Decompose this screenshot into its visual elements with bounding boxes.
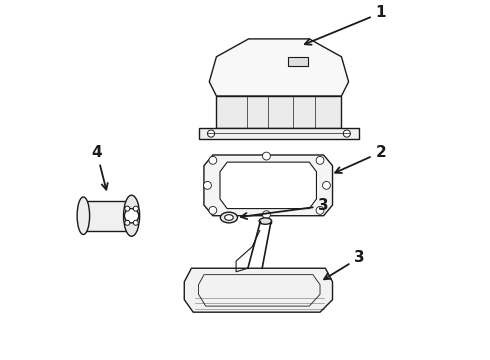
Circle shape: [263, 152, 270, 160]
Polygon shape: [83, 201, 132, 231]
Ellipse shape: [259, 218, 271, 224]
Text: 3: 3: [241, 198, 329, 219]
Polygon shape: [204, 155, 333, 216]
Text: 1: 1: [305, 5, 386, 45]
Circle shape: [203, 181, 211, 189]
Polygon shape: [220, 162, 317, 208]
Text: 2: 2: [335, 145, 386, 173]
Circle shape: [125, 206, 130, 211]
Polygon shape: [288, 57, 308, 66]
Circle shape: [316, 157, 324, 164]
Ellipse shape: [220, 212, 238, 223]
Ellipse shape: [123, 195, 140, 236]
Circle shape: [343, 130, 350, 137]
Circle shape: [322, 181, 330, 189]
Circle shape: [124, 208, 139, 223]
Circle shape: [316, 206, 324, 214]
Ellipse shape: [224, 215, 233, 220]
Circle shape: [207, 130, 215, 137]
Circle shape: [125, 220, 130, 225]
Polygon shape: [184, 268, 333, 312]
Text: 4: 4: [92, 145, 108, 190]
Circle shape: [133, 206, 138, 211]
Circle shape: [133, 220, 138, 225]
Polygon shape: [217, 96, 342, 128]
Polygon shape: [209, 39, 348, 96]
Ellipse shape: [77, 197, 90, 234]
Circle shape: [209, 206, 217, 214]
Text: 3: 3: [324, 250, 365, 279]
Circle shape: [209, 157, 217, 164]
Circle shape: [263, 211, 270, 219]
Polygon shape: [198, 128, 359, 139]
